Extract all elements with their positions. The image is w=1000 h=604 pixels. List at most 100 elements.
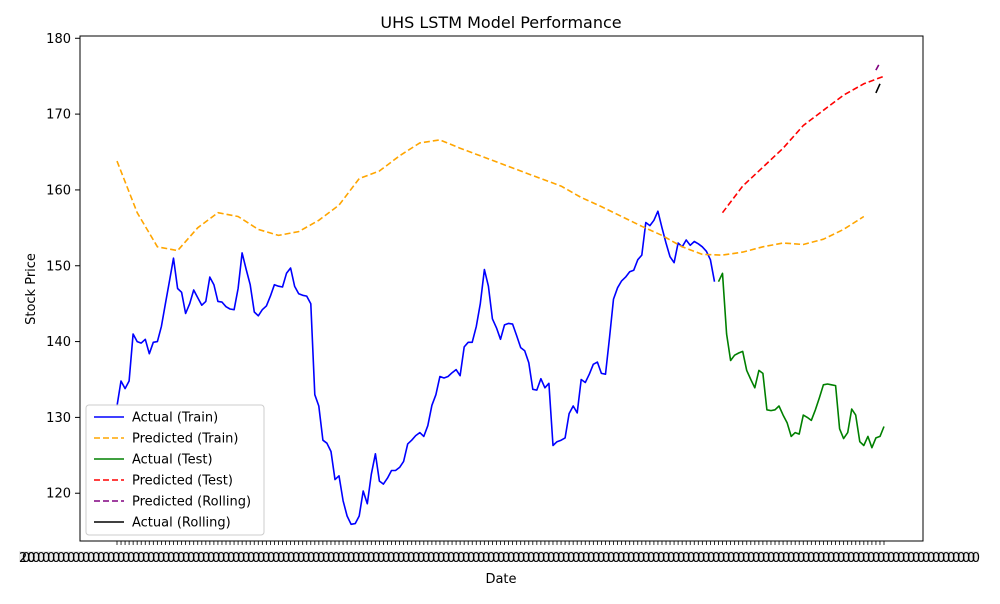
x-tick-label: 0 xyxy=(367,551,375,566)
x-tick-label: 0 xyxy=(432,551,440,566)
x-tick-label: 0 xyxy=(187,551,195,566)
x-tick-label: 0 xyxy=(802,551,810,566)
x-tick-label: 0 xyxy=(347,551,355,566)
x-tick-label: 0 xyxy=(402,551,410,566)
x-tick-label: 0 xyxy=(422,551,430,566)
x-tick-label: 0 xyxy=(462,551,470,566)
x-tick-label: 0 xyxy=(382,551,390,566)
x-tick-label: 0 xyxy=(797,551,805,566)
x-tick-label: 0 xyxy=(682,551,690,566)
x-tick-label: 0 xyxy=(472,551,480,566)
x-tick-label: 0 xyxy=(57,551,65,566)
x-tick-label-last: 0 xyxy=(972,551,980,566)
x-tick-label: 0 xyxy=(567,551,575,566)
y-axis-label: Stock Price xyxy=(24,253,39,325)
x-tick-label: 0 xyxy=(177,551,185,566)
legend-label: Predicted (Rolling) xyxy=(132,495,251,510)
x-tick-label: 0 xyxy=(572,551,580,566)
x-tick-label: 0 xyxy=(87,551,95,566)
x-tick-label: 0 xyxy=(907,551,915,566)
x-tick-label: 0 xyxy=(762,551,770,566)
series-line-predicted-rolling xyxy=(875,62,881,71)
x-tick-label: 0 xyxy=(787,551,795,566)
x-tick-label: 0 xyxy=(212,551,220,566)
series-line-actual-rolling xyxy=(875,83,881,94)
x-tick-label: 0 xyxy=(287,551,295,566)
x-tick-label: 0 xyxy=(662,551,670,566)
x-tick-label: 0 xyxy=(702,551,710,566)
x-tick-label: 0 xyxy=(437,551,445,566)
x-tick-label: 0 xyxy=(912,551,920,566)
x-tick-label: 0 xyxy=(427,551,435,566)
x-tick-label: 0 xyxy=(842,551,850,566)
x-tick-label: 0 xyxy=(832,551,840,566)
x-tick-label: 0 xyxy=(882,551,890,566)
x-tick-label-first: 20 xyxy=(19,551,36,566)
x-tick-label: 0 xyxy=(602,551,610,566)
x-tick-labels: 20 00000000000000000000000000000000000000… xyxy=(19,551,980,566)
x-tick-label: 0 xyxy=(207,551,215,566)
x-tick-label: 0 xyxy=(652,551,660,566)
x-tick-label: 0 xyxy=(317,551,325,566)
x-tick-label: 0 xyxy=(272,551,280,566)
x-tick-label: 0 xyxy=(747,551,755,566)
x-tick-label: 0 xyxy=(562,551,570,566)
x-tick-label: 0 xyxy=(767,551,775,566)
x-tick-label: 0 xyxy=(92,551,100,566)
x-tick-label: 0 xyxy=(247,551,255,566)
x-tick-label: 0 xyxy=(412,551,420,566)
x-tick-label: 0 xyxy=(392,551,400,566)
legend-label: Actual (Test) xyxy=(132,453,213,468)
x-tick-label: 0 xyxy=(537,551,545,566)
x-tick-label: 0 xyxy=(642,551,650,566)
x-tick-label: 0 xyxy=(362,551,370,566)
x-tick-label: 0 xyxy=(82,551,90,566)
x-tick-label: 0 xyxy=(227,551,235,566)
x-tick-label: 0 xyxy=(892,551,900,566)
x-tick-label: 0 xyxy=(607,551,615,566)
x-tick-label: 0 xyxy=(757,551,765,566)
x-tick-label: 0 xyxy=(742,551,750,566)
x-tick-label: 0 xyxy=(752,551,760,566)
x-tick-label: 0 xyxy=(827,551,835,566)
x-tick-label: 0 xyxy=(482,551,490,566)
x-tick-label: 0 xyxy=(492,551,500,566)
x-tick-label: 0 xyxy=(142,551,150,566)
x-tick-label: 0 xyxy=(52,551,60,566)
x-tick-label: 0 xyxy=(952,551,960,566)
x-tick-label: 0 xyxy=(47,551,55,566)
x-tick-label: 0 xyxy=(162,551,170,566)
x-tick-label: 0 xyxy=(252,551,260,566)
x-tick-label: 0 xyxy=(732,551,740,566)
x-tick-label: 0 xyxy=(722,551,730,566)
x-tick-label: 0 xyxy=(587,551,595,566)
x-tick-label: 0 xyxy=(872,551,880,566)
x-tick-label: 0 xyxy=(647,551,655,566)
x-tick-label: 0 xyxy=(67,551,75,566)
x-tick-label: 0 xyxy=(357,551,365,566)
x-tick-label: 0 xyxy=(727,551,735,566)
y-tick-label: 180 xyxy=(46,32,71,47)
x-tick-label: 0 xyxy=(242,551,250,566)
x-tick-label: 0 xyxy=(32,551,40,566)
x-tick-label: 0 xyxy=(27,551,35,566)
x-tick-label: 0 xyxy=(407,551,415,566)
x-tick-label: 0 xyxy=(817,551,825,566)
x-tick-label: 0 xyxy=(527,551,535,566)
x-tick-label: 0 xyxy=(942,551,950,566)
x-tick-label: 0 xyxy=(292,551,300,566)
x-tick-label: 0 xyxy=(637,551,645,566)
x-tick-label: 0 xyxy=(807,551,815,566)
x-tick-label: 0 xyxy=(792,551,800,566)
x-tick-label: 0 xyxy=(717,551,725,566)
x-tick-label: 0 xyxy=(397,551,405,566)
series-line-actual-test xyxy=(717,272,885,449)
x-tick-label: 0 xyxy=(687,551,695,566)
x-tick-label: 0 xyxy=(812,551,820,566)
y-axis: 120 130 140 150 160 170 180 xyxy=(46,32,80,502)
x-tick-label: 0 xyxy=(847,551,855,566)
x-tick-label: 0 xyxy=(532,551,540,566)
x-tick-label: 0 xyxy=(22,551,30,566)
